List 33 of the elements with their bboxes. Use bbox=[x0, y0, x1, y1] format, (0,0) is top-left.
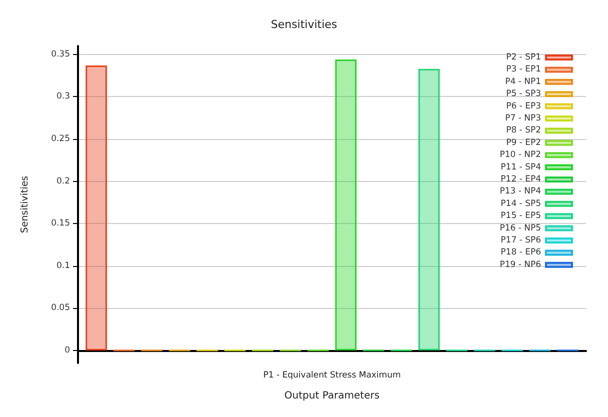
legend-label: P6 - EP3 bbox=[506, 101, 541, 112]
legend-label: P17 - SP6 bbox=[500, 236, 541, 246]
y-tick-label: 0 bbox=[64, 345, 70, 356]
bar bbox=[335, 60, 357, 350]
y-axis-title: Sensitivities bbox=[20, 176, 30, 234]
y-tick-label: 0.05 bbox=[51, 303, 70, 314]
y-tick-label: 0.15 bbox=[51, 218, 70, 229]
x-axis-title: Output Parameters bbox=[284, 390, 380, 402]
legend-label: P2 - SP1 bbox=[506, 52, 541, 62]
legend-label: P12 - EP4 bbox=[500, 174, 541, 184]
legend-label: P3 - EP1 bbox=[506, 64, 541, 75]
legend-label: P16 - NP5 bbox=[500, 223, 541, 234]
x-tick-label: P1 - Equivalent Stress Maximum bbox=[263, 370, 401, 380]
y-tick-label: 0.3 bbox=[56, 92, 70, 102]
legend-label: P11 - SP4 bbox=[500, 162, 541, 172]
legend-label: P19 - NP6 bbox=[500, 260, 541, 270]
legend-label: P14 - SP5 bbox=[500, 198, 541, 209]
y-tick-label: 0.1 bbox=[56, 260, 70, 271]
y-tick-label: 0.35 bbox=[51, 49, 70, 60]
bar bbox=[86, 65, 107, 350]
bar bbox=[418, 68, 440, 350]
legend-label: P13 - NP4 bbox=[500, 186, 541, 197]
legend-label: P15 - EP5 bbox=[500, 211, 541, 222]
legend-label: P8 - SP2 bbox=[506, 126, 541, 136]
legend-label: P5 - SP3 bbox=[506, 89, 541, 100]
y-tick-label: 0.25 bbox=[51, 134, 70, 144]
chart-title: Sensitivities bbox=[270, 18, 338, 31]
y-tick-label: 0.2 bbox=[56, 176, 70, 186]
legend-label: P18 - EP6 bbox=[500, 248, 541, 258]
legend-label: P10 - NP2 bbox=[500, 150, 541, 160]
legend-label: P7 - NP3 bbox=[505, 114, 541, 124]
legend-label: P9 - EP2 bbox=[506, 138, 541, 148]
legend-label: P4 - NP1 bbox=[505, 76, 541, 87]
